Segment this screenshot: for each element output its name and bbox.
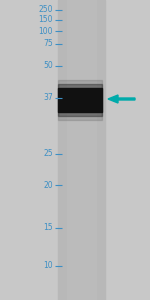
Text: 37: 37 <box>43 94 53 103</box>
Text: 50: 50 <box>43 61 53 70</box>
Text: 75: 75 <box>43 40 53 49</box>
Text: 10: 10 <box>43 262 53 271</box>
Bar <box>67 0 96 300</box>
Text: 250: 250 <box>39 5 53 14</box>
Text: 20: 20 <box>43 181 53 190</box>
Bar <box>58 80 102 120</box>
Bar <box>58 84 102 116</box>
FancyArrow shape <box>108 95 135 103</box>
Bar <box>58 88 102 112</box>
Text: 15: 15 <box>43 224 53 232</box>
Bar <box>58 0 105 300</box>
Text: 25: 25 <box>43 149 53 158</box>
Text: 150: 150 <box>39 16 53 25</box>
Text: 100: 100 <box>39 26 53 35</box>
